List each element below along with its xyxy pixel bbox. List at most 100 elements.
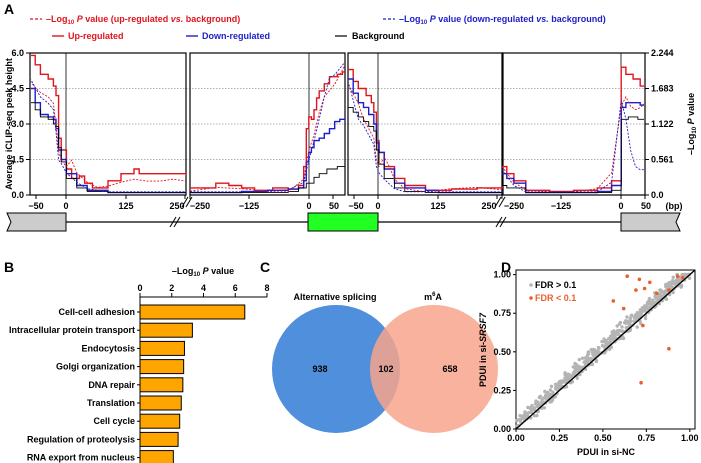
d-points-sig (611, 274, 685, 385)
venn-count-m6a-only: 658 (442, 364, 457, 374)
d-point (663, 297, 668, 301)
d-point (551, 390, 555, 394)
venn-count-as-only: 938 (312, 364, 327, 374)
a-axis-break (181, 196, 506, 208)
d-point (568, 375, 572, 379)
d-xtick: 0.75 (638, 433, 656, 443)
b-bar (139, 377, 184, 393)
d-point (628, 316, 632, 320)
d-point-sig (675, 274, 680, 279)
a-xtick: −125 (239, 201, 259, 211)
d-point (632, 319, 636, 323)
d-point (625, 315, 629, 319)
a-xtick: 0 (306, 201, 311, 211)
a-xtick: −50 (348, 201, 363, 211)
d-point (687, 276, 692, 280)
d-point (645, 303, 649, 307)
a-ytick-right: 2.244 (651, 48, 674, 58)
panel-label-d: D (501, 259, 511, 275)
d-point-sig (648, 280, 652, 285)
d-point-sig (667, 288, 671, 292)
d-point (535, 413, 539, 418)
d-point-sig (621, 306, 626, 311)
a-xtick: 50 (641, 201, 651, 211)
d-point (664, 289, 668, 293)
a-line-log10-p-value-down-regulated-vs-background-panel-4 (502, 99, 644, 193)
d-point (658, 288, 662, 292)
d-point (548, 392, 552, 396)
a-line-down-regulated-panel-2 (190, 118, 345, 194)
b-bar (139, 304, 246, 320)
d-ytick: 0.75 (493, 308, 511, 318)
b-category-label: Endocytosis (81, 343, 135, 353)
a-line-background-panel-4 (502, 116, 644, 194)
b-bars-group: Cell-cell adhesion Intracellular protein … (9, 304, 246, 463)
a-xtick: −50 (28, 201, 43, 211)
a-line-up-regulated-panel-2 (190, 71, 345, 191)
b-xtick: 6 (233, 283, 238, 293)
a-yaxis-left: 0.0 1.5 3.0 4.5 6.0 (11, 48, 31, 200)
d-point (671, 275, 675, 279)
d-point (525, 414, 530, 418)
a-xtick: 0 (63, 201, 68, 211)
d-point (554, 387, 558, 391)
downstream-exon-shape (620, 212, 681, 232)
d-xtick: 0.50 (594, 433, 612, 443)
a-line-background-panel-2 (190, 164, 345, 194)
d-point (575, 376, 579, 380)
d-point (618, 320, 623, 325)
d-point (540, 397, 544, 402)
d-point (534, 399, 538, 403)
d-point (628, 319, 633, 324)
a-line-log10-p-value-up-regulated-vs-background-panel-1 (31, 81, 186, 188)
a-xtick: −250 (504, 201, 524, 211)
panel-label-c: C (260, 259, 270, 275)
d-point (634, 317, 639, 321)
d-point (585, 355, 590, 359)
a-xaxis (35, 195, 646, 199)
d-point (549, 384, 554, 388)
d-legend-marker-ns (529, 283, 533, 287)
legend-pval-down: –Log10 P value (down-regulated vs. backg… (399, 14, 606, 26)
a-xtick: 0 (375, 201, 380, 211)
a-xtick: 125 (430, 201, 445, 211)
d-xlabel: PDUI in si-NC (577, 447, 636, 457)
d-point (603, 339, 607, 344)
venn-label-m6a: m6A (424, 292, 442, 302)
a-line-up-regulated-panel-4 (502, 66, 644, 193)
d-legend-marker-sig (529, 296, 533, 300)
d-point (586, 350, 591, 355)
d-point (615, 324, 619, 328)
d-point (542, 406, 547, 410)
d-diagonal-line (515, 269, 696, 430)
d-legend-ns: FDR > 0.1 (535, 280, 576, 290)
d-point (607, 337, 611, 341)
a-ytick-left: 3.0 (11, 119, 24, 129)
b-bar (139, 359, 185, 375)
a-xtick: 0 (618, 201, 623, 211)
d-ytick: 0.25 (493, 385, 511, 395)
d-point (611, 333, 616, 337)
d-axes: 0.00 0.25 0.50 0.75 1.00 0.00 0.25 0.50 0.75 1.00 (493, 270, 698, 443)
legend-up-regulated: Up-regulated (68, 31, 124, 41)
a-line-log10-p-value-down-regulated-vs-background-panel-2 (190, 61, 345, 193)
a-xtick: 250 (481, 201, 496, 211)
d-point (620, 325, 624, 329)
d-point-sig (611, 299, 616, 303)
d-point (527, 406, 532, 410)
d-xtick: 1.00 (681, 433, 699, 443)
a-line-log10-p-value-down-regulated-vs-background-panel-1 (31, 78, 186, 193)
d-point (635, 325, 639, 329)
d-point (608, 340, 612, 344)
d-point-sig (634, 288, 638, 292)
d-point (518, 414, 522, 418)
b-bar (139, 395, 182, 411)
d-point (654, 295, 658, 300)
d-point-sig (637, 277, 642, 282)
d-legend-sig: FDR < 0.1 (535, 293, 576, 303)
d-point (616, 332, 620, 337)
d-point (671, 281, 675, 286)
d-points-ns (515, 272, 692, 428)
d-point (639, 309, 644, 314)
